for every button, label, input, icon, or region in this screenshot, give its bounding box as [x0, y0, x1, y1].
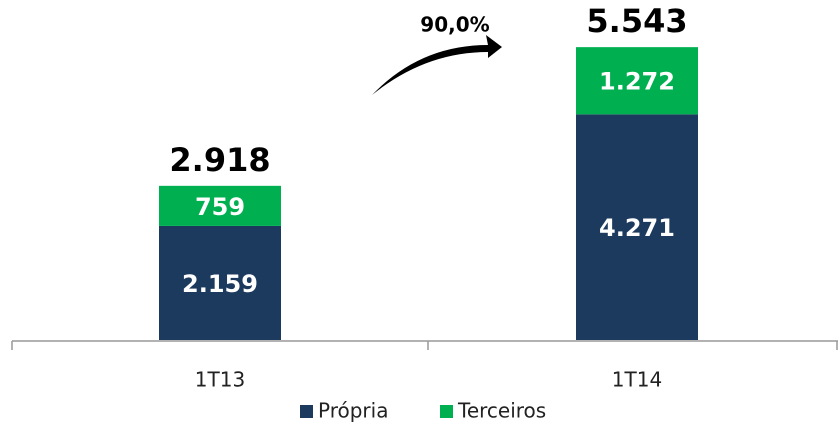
legend-swatch	[440, 405, 453, 418]
bar-segment	[576, 47, 698, 115]
annotation: 90,0%	[420, 13, 489, 37]
legend-swatch	[300, 405, 313, 418]
data-label: 4.271	[599, 214, 675, 242]
total-label: 2.918	[169, 141, 270, 179]
legend-label: Própria	[318, 399, 388, 423]
data-label: 759	[195, 193, 245, 221]
bar-segment	[159, 225, 281, 340]
x-tick-label: 1T14	[612, 368, 662, 392]
bar-segment	[159, 185, 281, 226]
data-label: 2.159	[182, 270, 258, 298]
data-label: 1.272	[599, 68, 675, 96]
bar-segment	[576, 114, 698, 340]
total-label: 5.543	[586, 2, 687, 40]
legend-label: Terceiros	[457, 399, 546, 423]
growth-arrow	[372, 35, 502, 95]
x-tick-label: 1T13	[195, 368, 245, 392]
